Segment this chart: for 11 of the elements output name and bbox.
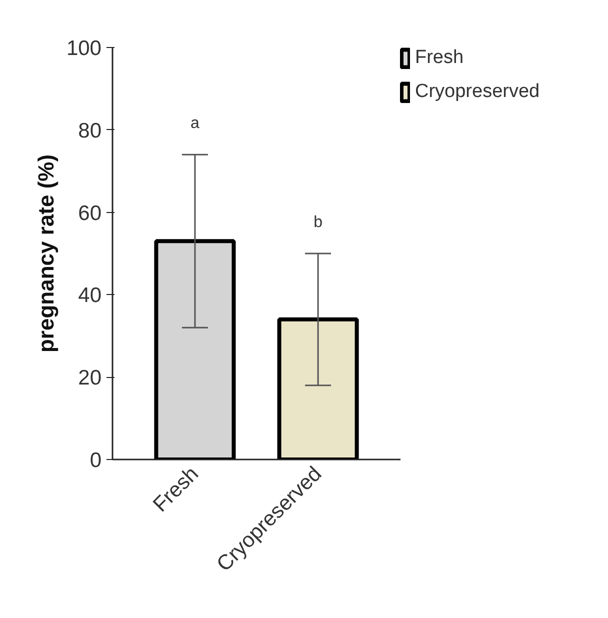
- y-tick-label: 60: [78, 202, 102, 225]
- y-tick-label: 80: [78, 119, 102, 142]
- y-tick-label: 20: [78, 366, 102, 390]
- legend-label: Cryopreserved: [415, 81, 540, 103]
- y-tick-label: 40: [78, 284, 102, 308]
- legend-label: Fresh: [415, 47, 464, 69]
- y-tick-label: 100: [66, 37, 102, 60]
- y-axis-title: pregnancy rate (%): [33, 154, 58, 353]
- annotation: a: [190, 114, 200, 132]
- y-tick-label: 0: [90, 449, 102, 472]
- annotation: b: [314, 214, 323, 231]
